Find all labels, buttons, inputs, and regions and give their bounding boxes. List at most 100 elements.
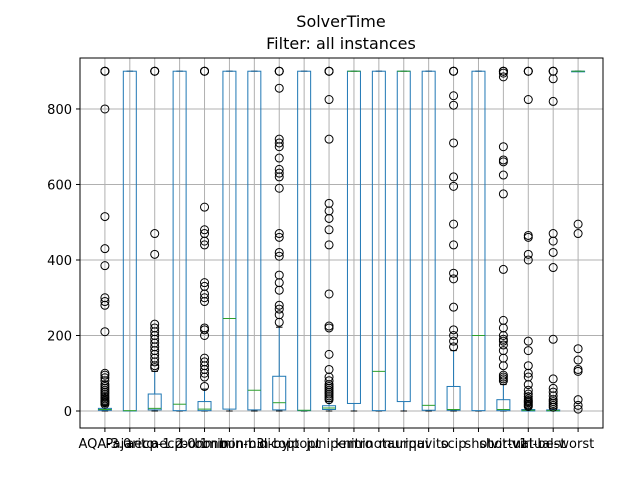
flier-point bbox=[498, 264, 508, 274]
box-ipopt bbox=[297, 70, 312, 412]
flier-point bbox=[449, 268, 459, 278]
flier-point bbox=[324, 134, 334, 144]
box-AQA-3.0 bbox=[97, 66, 112, 412]
flier-point bbox=[523, 95, 533, 105]
flier-point bbox=[573, 364, 583, 374]
x-tick-label: dicopt bbox=[259, 437, 299, 452]
box-pavito bbox=[421, 70, 436, 412]
flier-point bbox=[274, 251, 284, 261]
flier-point bbox=[274, 229, 284, 239]
flier-point bbox=[449, 181, 459, 191]
box-muriqui bbox=[396, 70, 411, 412]
flier-point bbox=[548, 383, 558, 393]
box-aecp-0.1 bbox=[172, 70, 187, 412]
x-axis: AQA-3.0Pajaritoaecp-1.2aecp-0.1bonminbon… bbox=[78, 428, 594, 452]
box-undefined bbox=[571, 70, 586, 414]
flier-point bbox=[498, 72, 508, 82]
flier-point bbox=[523, 249, 533, 259]
flier-point bbox=[449, 172, 459, 182]
flier-point bbox=[523, 372, 533, 382]
flier-point bbox=[498, 370, 508, 380]
box-iqr bbox=[421, 70, 436, 411]
box-iqr bbox=[222, 70, 237, 410]
flier-point bbox=[274, 153, 284, 163]
flier-point bbox=[274, 300, 284, 310]
flier-point bbox=[324, 66, 334, 76]
x-tick-label: muriqui bbox=[379, 437, 429, 452]
flier-point bbox=[523, 336, 533, 346]
x-tick-label: scip bbox=[441, 437, 467, 452]
flier-point bbox=[548, 247, 558, 257]
box-iqr bbox=[371, 70, 386, 412]
flier-point bbox=[449, 219, 459, 229]
flier-point bbox=[548, 387, 558, 397]
flier-point bbox=[523, 361, 533, 371]
flier-point bbox=[523, 394, 533, 404]
flier-point bbox=[274, 138, 284, 148]
flier-point bbox=[573, 229, 583, 239]
grid-lines bbox=[80, 58, 603, 428]
box-shot-v1 bbox=[496, 66, 511, 412]
flier-point bbox=[274, 232, 284, 242]
flier-point bbox=[548, 229, 558, 239]
flier-point bbox=[274, 304, 284, 314]
box-virtual-worst bbox=[546, 66, 561, 412]
x-tick-label: Pajarito bbox=[105, 437, 154, 452]
flier-point bbox=[274, 310, 284, 320]
box-bonmin-by bbox=[247, 70, 262, 412]
flier-point bbox=[100, 327, 110, 337]
box-iqr bbox=[147, 393, 162, 411]
flier-point bbox=[498, 142, 508, 152]
flier-point bbox=[324, 198, 334, 208]
flier-point bbox=[200, 240, 210, 250]
flier-point bbox=[449, 302, 459, 312]
flier-point bbox=[523, 389, 533, 399]
y-tick-label: 0 bbox=[64, 405, 72, 420]
flier-point bbox=[274, 270, 284, 280]
flier-point bbox=[200, 229, 210, 239]
flier-point bbox=[274, 66, 284, 76]
box-juniper bbox=[322, 66, 337, 412]
flier-point bbox=[324, 289, 334, 299]
x-tick-label: shot-v1 bbox=[479, 437, 527, 452]
x-tick-label: virtual-best bbox=[491, 437, 565, 452]
x-tick-label: bonmin bbox=[180, 437, 229, 452]
flier-point bbox=[150, 66, 160, 76]
box-minotaur bbox=[371, 70, 386, 412]
flier-point bbox=[274, 183, 284, 193]
flier-point bbox=[498, 334, 508, 344]
x-tick-label: aecp-1.2 bbox=[126, 437, 183, 452]
x-tick-label: bonmin-b3 bbox=[194, 437, 264, 452]
x-tick-label: AQA-3.0 bbox=[78, 437, 131, 452]
flier-point bbox=[548, 263, 558, 273]
flier-point bbox=[449, 331, 459, 340]
flier-point bbox=[523, 392, 533, 402]
flier-point bbox=[498, 340, 508, 350]
box-dicopt bbox=[272, 66, 287, 412]
flier-point bbox=[150, 229, 160, 239]
chart-title: SolverTime bbox=[296, 12, 385, 31]
flier-point bbox=[324, 95, 334, 105]
x-tick-label: virtual-worst bbox=[512, 437, 594, 452]
box-iqr bbox=[247, 70, 262, 411]
flier-point bbox=[548, 334, 558, 344]
flier-point bbox=[200, 357, 210, 367]
x-tick-label: pavito bbox=[408, 437, 449, 452]
flier-point bbox=[200, 202, 210, 212]
flier-point bbox=[573, 344, 583, 354]
flier-point bbox=[523, 385, 533, 395]
flier-point bbox=[200, 381, 210, 391]
flier-point bbox=[100, 297, 110, 307]
flier-point bbox=[200, 66, 210, 76]
flier-point bbox=[573, 219, 583, 229]
flier-point bbox=[274, 247, 284, 257]
flier-point bbox=[523, 230, 533, 240]
flier-point bbox=[150, 249, 160, 259]
flier-point bbox=[100, 66, 110, 76]
flier-point bbox=[523, 255, 533, 265]
flier-point bbox=[548, 96, 558, 106]
flier-point bbox=[274, 168, 284, 178]
flier-point bbox=[498, 315, 508, 325]
flier-point bbox=[449, 138, 459, 148]
flier-point bbox=[523, 346, 533, 356]
